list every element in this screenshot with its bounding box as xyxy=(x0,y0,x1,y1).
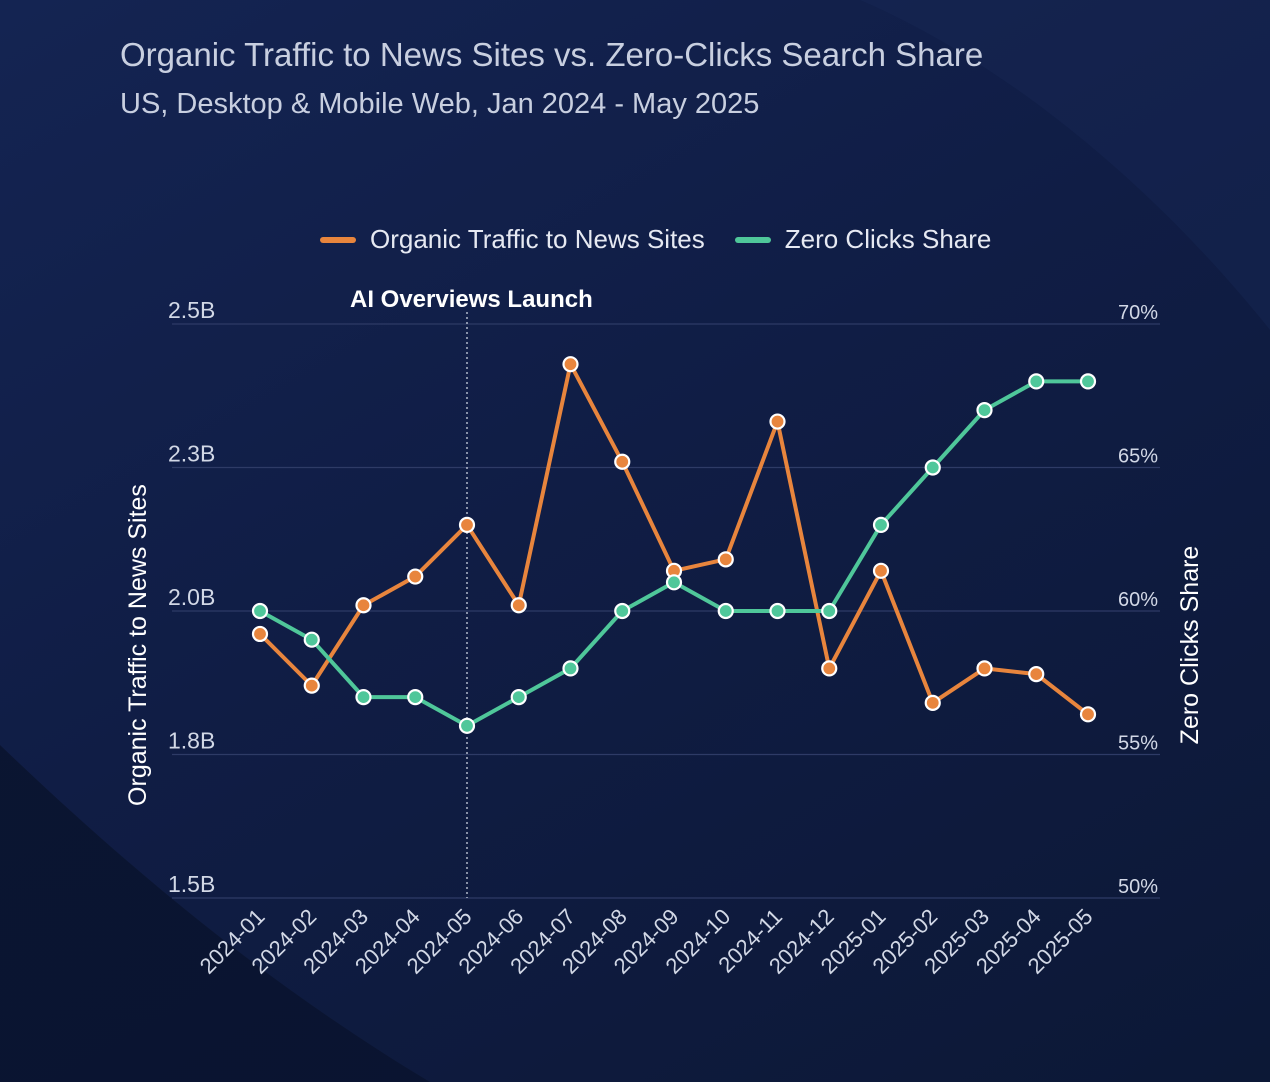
data-point[interactable] xyxy=(821,602,838,620)
data-point[interactable] xyxy=(614,602,631,620)
left-axis-title: Organic Traffic to News Sites xyxy=(124,484,152,806)
right-tick-label: 55% xyxy=(1118,733,1158,755)
legend-label-organic: Organic Traffic to News Sites xyxy=(370,224,705,254)
right-axis-ticks: 50% 55% 60% 65% 70% xyxy=(1118,302,1158,898)
data-point[interactable] xyxy=(251,602,269,620)
chart-title: Organic Traffic to News Sites vs. Zero-C… xyxy=(120,36,984,73)
data-point[interactable] xyxy=(458,516,476,534)
series-organic xyxy=(251,356,1097,723)
data-point[interactable] xyxy=(562,356,579,373)
series-lines xyxy=(251,356,1097,734)
data-point[interactable] xyxy=(458,717,476,734)
data-point[interactable] xyxy=(355,688,372,706)
gridlines xyxy=(172,323,1160,899)
data-point[interactable] xyxy=(614,453,631,470)
series-line xyxy=(258,362,1090,716)
data-point[interactable] xyxy=(976,660,993,677)
annotation-label: AI Overviews Launch xyxy=(350,286,593,313)
data-point[interactable] xyxy=(355,597,372,614)
data-point[interactable] xyxy=(976,402,993,419)
x-axis-ticks: 2024-012024-022024-032024-042024-052024-… xyxy=(195,904,1098,979)
data-point[interactable] xyxy=(510,597,527,614)
data-point[interactable] xyxy=(769,602,786,620)
legend-item-zero-clicks[interactable]: Zero Clicks Share xyxy=(734,224,992,255)
right-tick-label: 65% xyxy=(1118,446,1158,468)
data-point[interactable] xyxy=(872,516,890,534)
legend-swatch-zero-clicks xyxy=(734,236,771,243)
data-point[interactable] xyxy=(1028,666,1045,683)
left-axis-ticks: 1.5B 1.8B 2.0B 2.3B 2.5B xyxy=(168,297,215,897)
chart-subtitle: US, Desktop & Mobile Web, Jan 2024 - May… xyxy=(120,88,760,120)
data-point[interactable] xyxy=(251,625,269,643)
left-tick-label: 2.0B xyxy=(168,584,215,610)
legend-item-organic[interactable]: Organic Traffic to News Sites xyxy=(320,224,705,255)
data-point[interactable] xyxy=(717,551,734,568)
data-point[interactable] xyxy=(769,413,786,430)
left-tick-label: 2.3B xyxy=(168,441,215,467)
data-point[interactable] xyxy=(717,602,734,620)
left-tick-label: 2.5B xyxy=(168,297,215,323)
series-line xyxy=(259,379,1088,728)
data-point[interactable] xyxy=(510,688,527,706)
right-tick-label: 50% xyxy=(1118,876,1158,898)
data-point[interactable] xyxy=(924,459,941,476)
left-tick-label: 1.8B xyxy=(168,728,215,754)
annotations: AI Overviews Launch xyxy=(350,286,593,898)
data-point[interactable] xyxy=(1079,706,1097,723)
data-point[interactable] xyxy=(303,677,320,694)
right-tick-label: 60% xyxy=(1118,589,1158,611)
data-point[interactable] xyxy=(407,568,424,585)
legend-label-zero-clicks: Zero Clicks Share xyxy=(784,224,992,254)
data-point[interactable] xyxy=(1028,373,1045,390)
right-axis-title: Zero Clicks Share xyxy=(1176,546,1204,745)
legend: Organic Traffic to News Sites Zero Click… xyxy=(320,224,1021,255)
data-point[interactable] xyxy=(872,562,890,579)
data-point[interactable] xyxy=(821,660,838,677)
data-point[interactable] xyxy=(562,660,579,677)
right-tick-label: 70% xyxy=(1118,302,1158,324)
left-tick-label: 1.5B xyxy=(168,871,215,897)
data-point[interactable] xyxy=(665,574,683,591)
legend-swatch-organic xyxy=(320,236,356,243)
data-point[interactable] xyxy=(407,688,424,706)
series-zero-clicks xyxy=(251,373,1097,734)
data-point[interactable] xyxy=(303,631,320,648)
data-point[interactable] xyxy=(924,694,941,711)
data-point[interactable] xyxy=(1079,373,1097,390)
